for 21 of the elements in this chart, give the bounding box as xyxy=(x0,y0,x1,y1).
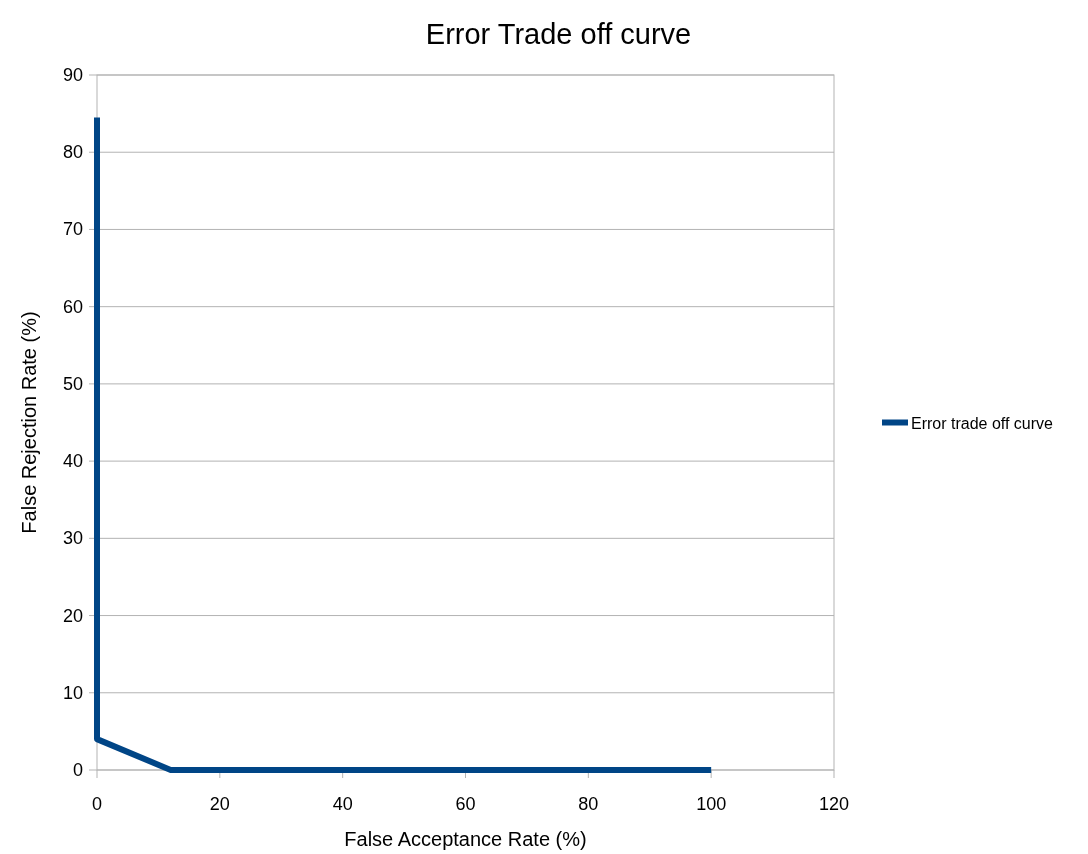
x-axis-title: False Acceptance Rate (%) xyxy=(344,828,587,850)
x-tick-label: 0 xyxy=(91,794,103,814)
x-tick-label: 40 xyxy=(332,794,353,814)
y-tick-label: 60 xyxy=(62,296,83,317)
y-tick-label: 40 xyxy=(62,451,83,472)
x-tick-label: 80 xyxy=(578,794,599,814)
y-tick-label: 30 xyxy=(62,528,83,549)
y-tick-label: 0 xyxy=(72,760,83,780)
x-tick-label: 100 xyxy=(696,794,727,814)
chart-title: Error Trade off curve xyxy=(425,18,692,50)
y-tick-label: 80 xyxy=(62,142,83,163)
x-tick-label: 120 xyxy=(818,794,850,814)
x-tick-label: 20 xyxy=(209,794,230,814)
y-tick-label: 90 xyxy=(62,65,83,85)
y-tick-label: 10 xyxy=(62,682,83,703)
y-tick-label: 70 xyxy=(62,219,83,240)
legend-label: Error trade off curve xyxy=(911,414,1054,432)
y-axis-title: False Rejection Rate (%) xyxy=(18,311,40,534)
y-tick-label: 20 xyxy=(62,605,83,626)
x-tick-label: 60 xyxy=(455,794,476,814)
y-tick-label: 50 xyxy=(62,373,83,394)
